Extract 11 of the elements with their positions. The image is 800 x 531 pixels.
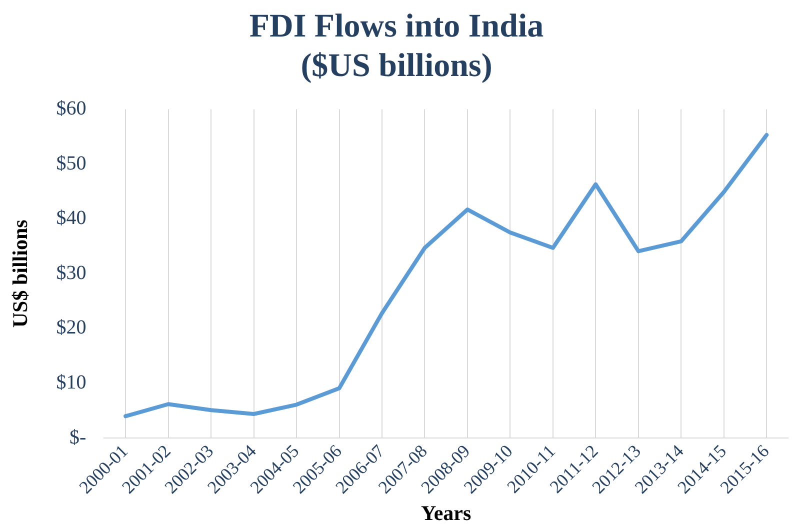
y-tick-label: $20: [56, 316, 86, 339]
text: FDI Flows into India: [249, 8, 544, 44]
y-tick-label: $50: [56, 152, 86, 174]
y-axis-title: US$ billions: [8, 220, 32, 328]
y-tick-label: $40: [56, 207, 86, 230]
y-tick-label: $-: [70, 426, 86, 448]
text: ($US billions): [300, 48, 492, 84]
y-tick-label: $10: [56, 372, 86, 394]
x-axis-title: Years: [421, 500, 472, 525]
y-tick-label: $30: [56, 262, 86, 284]
y-tick-label: $60: [56, 97, 86, 120]
